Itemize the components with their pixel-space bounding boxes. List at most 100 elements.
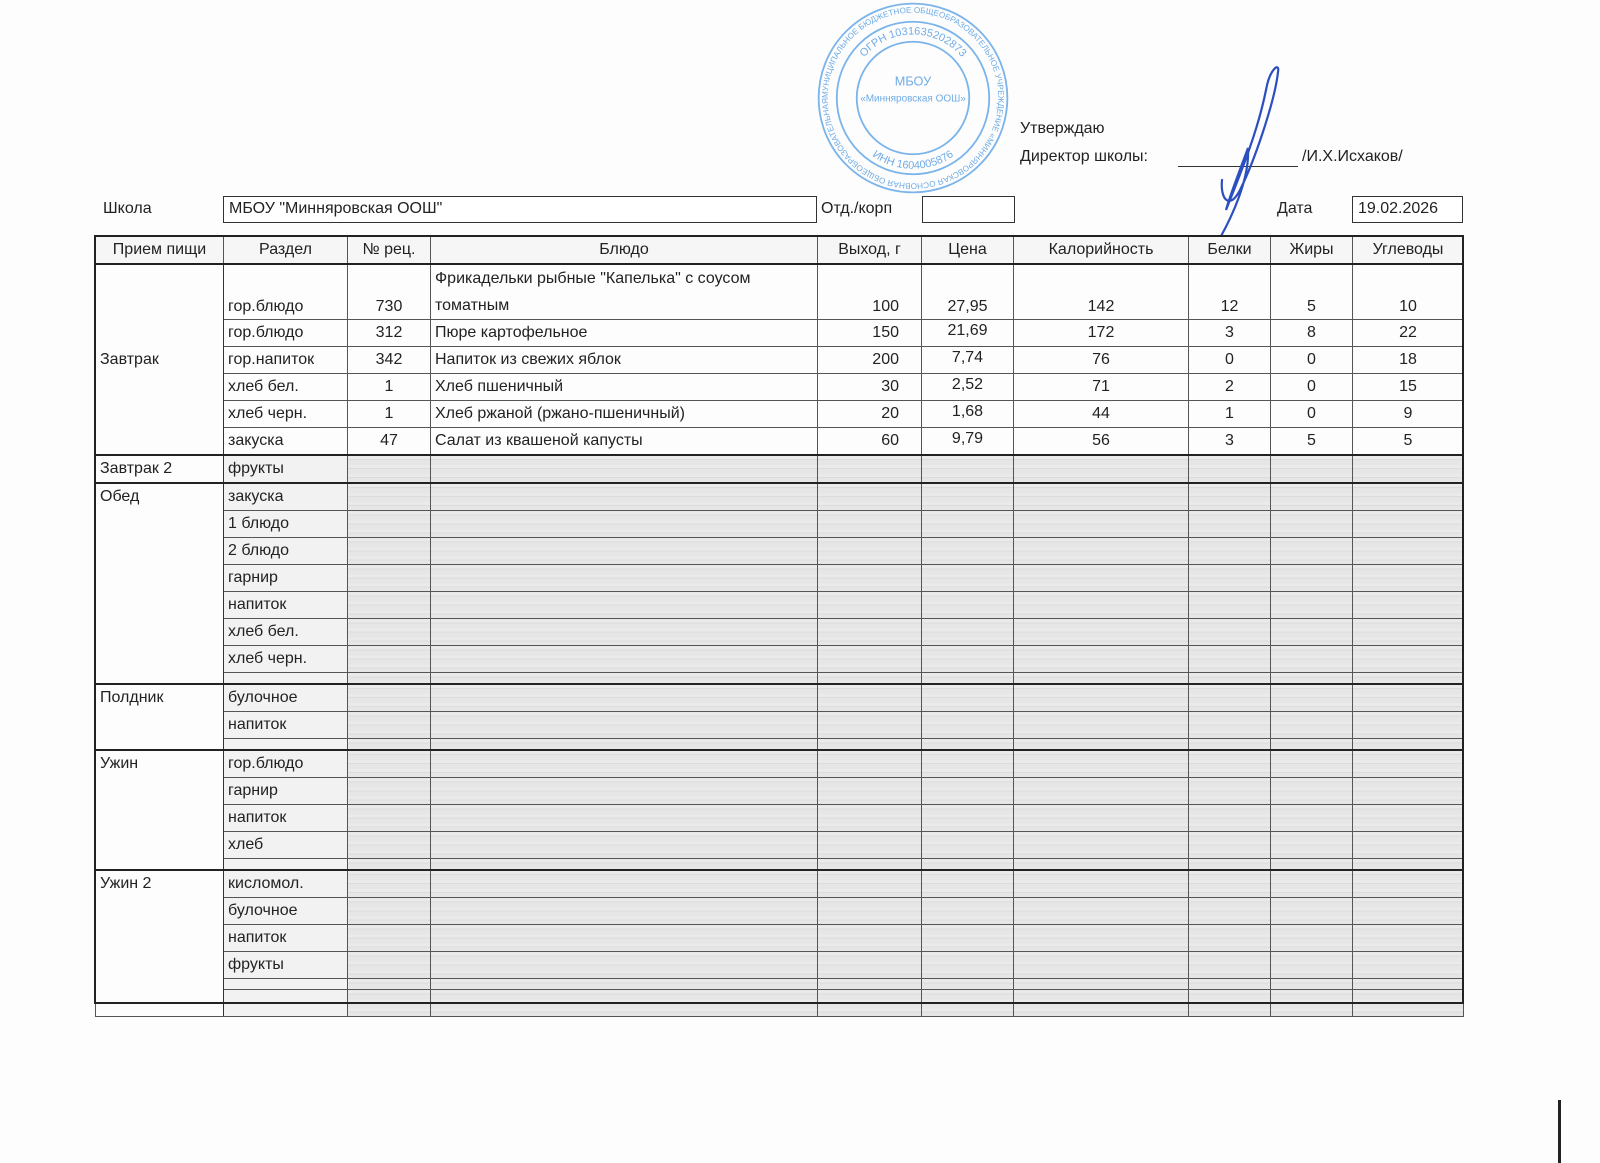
section-cell: гор.напиток [223,346,348,374]
recipe-cell [347,869,431,898]
kcal-cell [1013,711,1189,739]
dish-cell [430,738,818,751]
table-row: хлеб черн. [96,645,1464,673]
dish-cell [430,683,818,712]
dept-field[interactable] [922,196,1015,223]
recipe-cell [347,645,431,673]
section-cell: гарнир [223,777,348,805]
protein-cell [1188,804,1271,832]
yield-cell [817,989,922,1017]
dish-cell [430,591,818,619]
yield-cell [817,831,922,859]
fat-cell: 0 [1270,346,1353,374]
carbs-cell [1352,645,1464,673]
section-cell: напиток [223,711,348,739]
table-row: хлеб черн. 1 Хлеб ржаной (ржано-пшеничный)… [96,400,1464,428]
protein-cell [1188,537,1271,565]
protein-cell [1188,978,1271,990]
table-row: 1 блюдо [96,510,1464,538]
table-header-row: Прием пищи Раздел № рец. Блюдо Выход, г Цена К… [95,236,1464,265]
carbs-cell: 22 [1352,319,1464,347]
protein-cell [1188,749,1271,778]
protein-cell [1188,924,1271,952]
recipe-cell [347,951,431,979]
kcal-cell [1013,978,1189,990]
price-cell [921,618,1014,646]
date-field[interactable]: 19.02.2026 [1352,196,1463,223]
school-field[interactable]: МБОУ "Минняровская ООШ" [223,196,817,223]
dish-cell: Пюре картофельное [430,319,818,347]
dish-cell [430,777,818,805]
director-signature [1218,66,1280,240]
price-cell [921,482,1014,511]
table-row: Ужин гор.блюдо [95,749,1464,871]
protein-cell [1188,672,1271,685]
director-label: Директор школы: [1020,148,1148,165]
yield-cell: 100 [817,263,922,320]
meal-name: Ужин [95,749,224,871]
yield-cell [817,454,922,484]
fat-cell: 8 [1270,319,1353,347]
fat-cell [1270,591,1353,619]
dish-cell [430,645,818,673]
yield-cell [817,672,922,685]
carbs-cell: 15 [1352,373,1464,401]
dish-cell [430,510,818,538]
dish-cell [430,924,818,952]
fat-cell: 5 [1270,427,1353,456]
fat-cell [1270,989,1353,1017]
dish-cell [430,831,818,859]
section-cell: гор.блюдо [223,263,348,320]
protein-cell [1188,564,1271,592]
carbs-cell [1352,858,1464,871]
price-cell [921,645,1014,673]
table-row: булочное [96,897,1464,925]
column-header-dish: Блюдо [430,236,818,265]
kcal-cell [1013,454,1189,484]
carbs-cell [1352,672,1464,685]
school-label: Школа [103,200,152,217]
kcal-cell [1013,738,1189,751]
yield-cell [817,711,922,739]
table-row: гарнир [96,777,1464,805]
yield-cell: 150 [817,319,922,347]
recipe-cell: 47 [347,427,431,456]
section-cell: хлеб [223,831,348,859]
column-header-price: Цена [921,236,1014,265]
recipe-cell [347,804,431,832]
price-cell [921,749,1014,778]
table-row: Завтрак 2 фрукты [95,454,1464,484]
dish-cell [430,711,818,739]
recipe-cell [347,738,431,751]
yield-cell [817,897,922,925]
fat-cell [1270,672,1353,685]
price-cell: 9,79 [921,427,1014,456]
dish-cell [430,482,818,511]
section-cell: булочное [223,683,348,712]
carbs-cell [1352,978,1464,990]
column-header-fat: Жиры [1270,236,1353,265]
fat-cell [1270,711,1353,739]
fat-cell [1270,683,1353,712]
table-row: гарнир [96,564,1464,592]
table-row: Обед закуска [95,482,1464,685]
yield-cell [817,738,922,751]
dish-cell [430,869,818,898]
price-cell [921,858,1014,871]
price-cell [921,951,1014,979]
fat-cell: 5 [1270,263,1353,320]
yield-cell: 30 [817,373,922,401]
dish-cell: Напиток из свежих яблок [430,346,818,374]
carbs-cell: 18 [1352,346,1464,374]
yield-cell [817,978,922,990]
date-label: Дата [1277,200,1313,217]
price-cell [921,672,1014,685]
price-cell [921,591,1014,619]
carbs-cell [1352,777,1464,805]
fat-cell [1270,951,1353,979]
dish-cell [430,804,818,832]
protein-cell [1188,482,1271,511]
recipe-cell: 312 [347,319,431,347]
kcal-cell [1013,869,1189,898]
dish-cell [430,978,818,990]
